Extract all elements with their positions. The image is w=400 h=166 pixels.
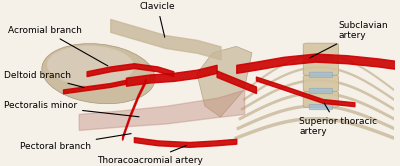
Text: Thoracoacromial artery: Thoracoacromial artery	[97, 145, 202, 165]
FancyBboxPatch shape	[303, 43, 339, 59]
Text: Subclavian
artery: Subclavian artery	[310, 21, 388, 58]
Polygon shape	[197, 46, 252, 117]
FancyBboxPatch shape	[309, 72, 333, 78]
Ellipse shape	[47, 46, 134, 86]
FancyBboxPatch shape	[303, 59, 339, 75]
Text: Acromial branch: Acromial branch	[8, 26, 108, 66]
Text: Pectoral branch: Pectoral branch	[20, 134, 131, 151]
FancyBboxPatch shape	[309, 104, 333, 110]
FancyBboxPatch shape	[309, 88, 333, 94]
Text: Deltoid branch: Deltoid branch	[4, 71, 84, 87]
FancyBboxPatch shape	[309, 56, 333, 62]
Text: Pectoralis minor: Pectoralis minor	[4, 101, 139, 117]
FancyBboxPatch shape	[303, 75, 339, 91]
Text: Superior thoracic
artery: Superior thoracic artery	[299, 103, 377, 136]
FancyBboxPatch shape	[303, 91, 339, 107]
Ellipse shape	[42, 44, 155, 104]
Text: Clavicle: Clavicle	[140, 2, 175, 37]
